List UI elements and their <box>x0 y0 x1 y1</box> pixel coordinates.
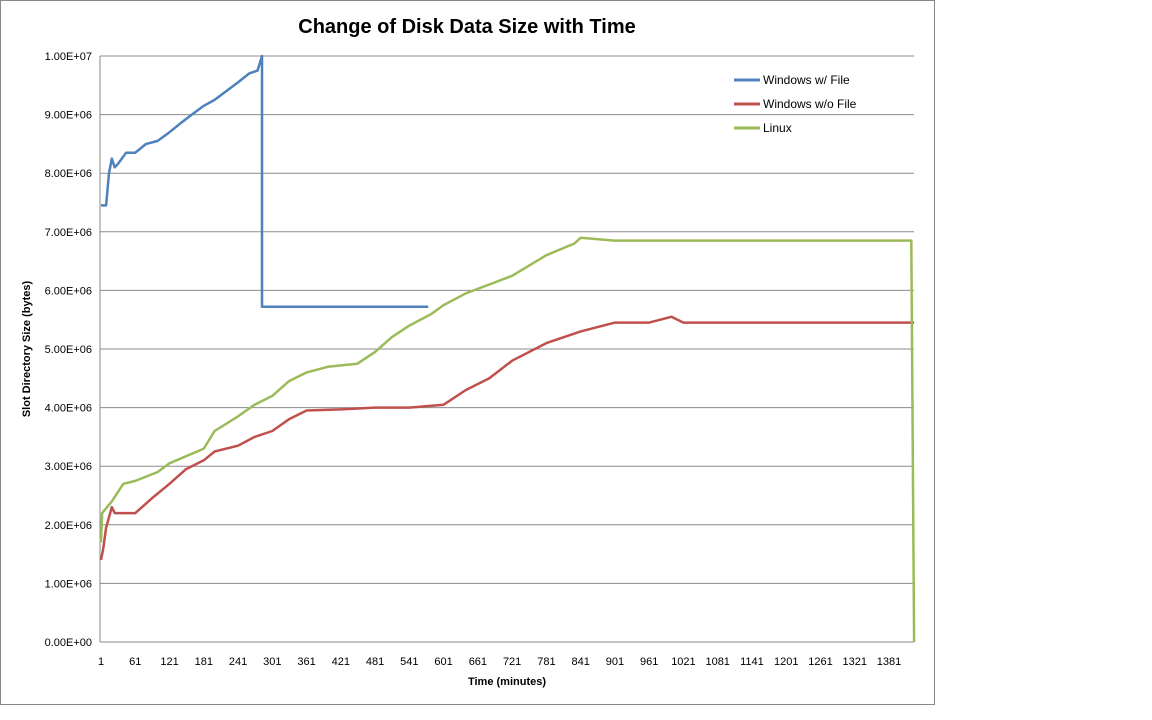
x-tick-label: 841 <box>571 656 589 668</box>
x-axis-label: Time (minutes) <box>468 676 546 688</box>
chart-title: Change of Disk Data Size with Time <box>298 16 635 38</box>
x-tick-label: 1381 <box>877 656 901 668</box>
legend-label: Windows w/ File <box>763 73 850 87</box>
y-tick-label: 8.00E+06 <box>45 168 92 180</box>
legend: Windows w/ File Windows w/o File Linux <box>734 73 857 135</box>
x-tick-label: 1081 <box>705 656 729 668</box>
legend-label: Linux <box>763 121 792 135</box>
x-tick-label: 241 <box>229 656 247 668</box>
y-tick-label: 6.00E+06 <box>45 285 92 297</box>
series-line-linux <box>99 236 916 643</box>
x-tick-label: 181 <box>195 656 213 668</box>
y-tick-label: 9.00E+06 <box>45 110 92 122</box>
x-tick-label: 1261 <box>808 656 832 668</box>
x-tick-label: 1321 <box>842 656 866 668</box>
x-tick-label: 361 <box>297 656 315 668</box>
x-tick-label: 901 <box>606 656 624 668</box>
x-tick-label: 1 <box>98 656 104 668</box>
y-axis-label: Slot Directory Size (bytes) <box>21 281 33 418</box>
y-tick-label: 2.00E+06 <box>45 520 92 532</box>
y-tick-label: 5.00E+06 <box>45 344 92 356</box>
chart-frame <box>0 0 935 705</box>
x-tick-label: 61 <box>129 656 141 668</box>
x-tick-label: 721 <box>503 656 521 668</box>
x-tick-label: 1141 <box>740 656 764 668</box>
legend-label: Windows w/o File <box>763 97 857 111</box>
x-tick-label: 541 <box>400 656 418 668</box>
y-tick-label: 1.00E+07 <box>45 51 92 63</box>
series-line-windows-w-o-file <box>99 315 915 561</box>
x-tick-label: 961 <box>640 656 658 668</box>
series-line-windows-w-file <box>101 54 429 309</box>
x-tick-label: 121 <box>160 656 178 668</box>
x-tick-label: 481 <box>366 656 384 668</box>
y-tick-label: 4.00E+06 <box>45 403 92 415</box>
x-tick-label: 781 <box>537 656 555 668</box>
x-tick-label: 1201 <box>774 656 798 668</box>
x-tick-label: 421 <box>332 656 350 668</box>
y-tick-label: 7.00E+06 <box>45 227 92 239</box>
y-tick-label: 3.00E+06 <box>45 461 92 473</box>
x-tick-label: 1021 <box>671 656 695 668</box>
x-tick-label: 661 <box>469 656 487 668</box>
x-tick-label: 301 <box>263 656 281 668</box>
y-tick-label: 0.00E+00 <box>45 637 92 649</box>
x-tick-label: 601 <box>434 656 452 668</box>
y-tick-label: 1.00E+06 <box>45 578 92 590</box>
